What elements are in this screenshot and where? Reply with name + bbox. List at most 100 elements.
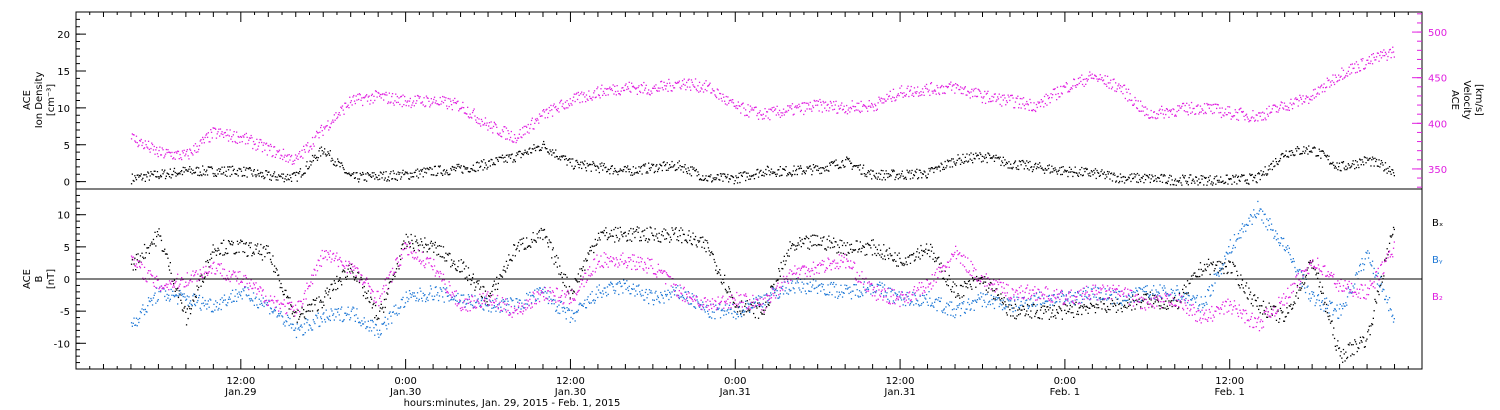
data-point bbox=[1294, 302, 1296, 305]
data-point bbox=[416, 94, 419, 97]
data-point bbox=[987, 90, 989, 92]
data-point bbox=[582, 94, 584, 96]
data-point bbox=[572, 290, 575, 292]
data-point bbox=[136, 142, 138, 144]
data-point bbox=[1245, 113, 1248, 115]
data-point bbox=[1221, 181, 1223, 183]
data-point bbox=[1192, 107, 1194, 110]
data-point bbox=[177, 295, 180, 297]
data-point bbox=[706, 90, 708, 92]
data-point bbox=[993, 290, 996, 292]
data-point bbox=[808, 248, 811, 250]
data-point bbox=[437, 103, 439, 105]
data-point bbox=[441, 173, 443, 175]
data-point bbox=[1290, 303, 1292, 306]
data-point bbox=[951, 291, 953, 293]
data-point bbox=[930, 250, 933, 252]
data-point bbox=[758, 172, 760, 174]
data-point bbox=[902, 262, 904, 265]
data-point bbox=[865, 243, 867, 245]
data-point bbox=[1207, 104, 1209, 106]
data-point bbox=[162, 250, 164, 252]
data-point bbox=[746, 300, 748, 302]
data-point bbox=[411, 172, 413, 174]
data-point bbox=[168, 269, 171, 271]
data-point bbox=[1178, 307, 1180, 309]
data-point bbox=[206, 259, 209, 262]
data-point bbox=[1388, 49, 1391, 51]
data-point bbox=[147, 297, 150, 299]
data-point bbox=[905, 261, 907, 263]
data-point bbox=[1091, 171, 1093, 173]
data-point bbox=[1067, 175, 1069, 178]
data-point bbox=[878, 96, 880, 98]
data-point bbox=[1094, 168, 1097, 170]
data-point bbox=[565, 286, 567, 288]
data-point bbox=[166, 151, 168, 154]
data-point bbox=[471, 117, 473, 119]
data-point bbox=[1315, 155, 1317, 157]
data-point bbox=[248, 244, 250, 247]
data-point bbox=[1150, 299, 1152, 301]
data-point bbox=[415, 169, 417, 171]
data-point bbox=[204, 136, 206, 139]
data-point bbox=[872, 170, 874, 172]
data-point bbox=[1086, 80, 1088, 82]
data-point bbox=[1288, 109, 1290, 111]
data-point bbox=[850, 162, 852, 165]
data-point bbox=[658, 232, 660, 234]
data-point bbox=[1173, 184, 1175, 186]
data-point bbox=[1010, 304, 1013, 306]
data-point bbox=[1341, 161, 1343, 163]
data-point bbox=[480, 165, 482, 167]
data-point bbox=[1349, 167, 1351, 169]
data-point bbox=[578, 167, 580, 169]
data-point bbox=[1258, 112, 1260, 114]
data-point bbox=[959, 284, 962, 287]
data-point bbox=[644, 89, 646, 91]
data-point bbox=[925, 87, 927, 89]
data-point bbox=[846, 156, 848, 158]
data-point bbox=[1040, 99, 1042, 101]
data-point bbox=[437, 245, 439, 247]
data-point bbox=[882, 98, 884, 100]
data-point bbox=[1093, 305, 1095, 307]
data-point bbox=[955, 87, 958, 89]
data-point bbox=[1363, 68, 1365, 70]
data-point bbox=[147, 305, 149, 307]
data-point bbox=[446, 105, 448, 107]
data-point bbox=[141, 252, 143, 254]
data-point bbox=[1147, 114, 1149, 116]
data-point bbox=[320, 318, 323, 320]
data-point bbox=[246, 136, 248, 138]
data-point bbox=[1068, 91, 1071, 93]
data-point bbox=[1001, 162, 1004, 164]
data-point bbox=[1184, 104, 1186, 107]
data-point bbox=[1119, 173, 1122, 175]
data-point bbox=[707, 242, 709, 244]
data-point bbox=[791, 175, 793, 177]
data-point bbox=[169, 298, 171, 300]
data-point bbox=[200, 285, 202, 287]
data-point bbox=[579, 101, 581, 104]
data-point bbox=[1239, 287, 1241, 289]
data-point bbox=[477, 169, 479, 172]
data-point bbox=[676, 168, 678, 171]
data-point bbox=[240, 136, 243, 138]
data-point bbox=[1360, 164, 1362, 166]
data-point bbox=[1024, 315, 1026, 317]
data-point bbox=[215, 254, 218, 256]
data-point bbox=[336, 308, 338, 311]
data-point bbox=[324, 126, 327, 128]
data-point bbox=[625, 235, 627, 237]
data-point bbox=[1124, 97, 1126, 100]
data-point bbox=[1349, 342, 1351, 344]
data-point bbox=[1100, 301, 1102, 303]
data-point bbox=[463, 165, 465, 167]
data-point bbox=[459, 166, 461, 168]
data-point bbox=[833, 161, 835, 163]
data-point bbox=[634, 172, 636, 174]
data-point bbox=[497, 133, 499, 136]
data-point bbox=[522, 237, 525, 239]
data-point bbox=[524, 247, 526, 249]
